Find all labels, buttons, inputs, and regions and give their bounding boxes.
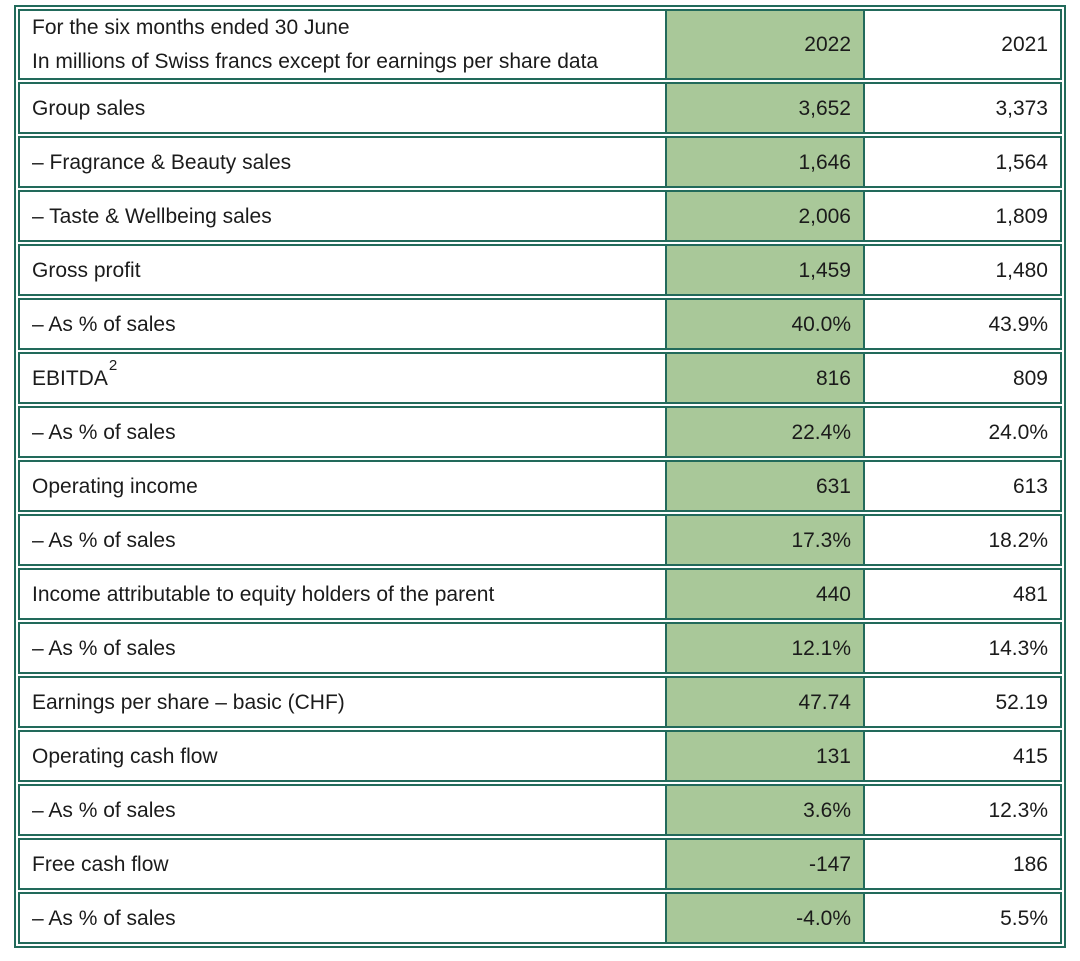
table-row: – As % of sales 17.3% 18.2% [18,514,1062,566]
value-2021: 3,373 [863,84,1060,132]
value-2021: 186 [863,840,1060,888]
column-header-2021: 2021 [863,11,1060,78]
value-2022: 22.4% [665,408,863,456]
row-label: Earnings per share – basic (CHF) [20,678,665,726]
row-label: Income attributable to equity holders of… [20,570,665,618]
row-label: – As % of sales [20,894,665,942]
table-row: – As % of sales -4.0% 5.5% [18,892,1062,944]
value-2021: 43.9% [863,300,1060,348]
value-2021: 1,809 [863,192,1060,240]
value-2021: 1,564 [863,138,1060,186]
row-label: – As % of sales [20,408,665,456]
row-label-text: – Fragrance & Beauty sales [32,150,292,174]
row-label-text: Free cash flow [32,852,169,876]
row-label-text: – As % of sales [32,312,176,336]
value-2021: 809 [863,354,1060,402]
value-2021: 52.19 [863,678,1060,726]
row-label-text: – As % of sales [32,528,176,552]
value-2022: 47.74 [665,678,863,726]
value-2021: 415 [863,732,1060,780]
row-label-text: – Taste & Wellbeing sales [32,204,272,228]
caption-period: For the six months ended 30 June [32,16,350,39]
column-header-2022: 2022 [665,11,863,78]
row-label: – As % of sales [20,516,665,564]
row-label-text: – As % of sales [32,798,176,822]
row-label: Gross profit [20,246,665,294]
value-2022: 17.3% [665,516,863,564]
value-2022: 3.6% [665,786,863,834]
table-row: Group sales 3,652 3,373 [18,82,1062,134]
row-label: – As % of sales [20,300,665,348]
footnote-marker: 2 [108,356,118,374]
value-2022: 12.1% [665,624,863,672]
table-row: Gross profit 1,459 1,480 [18,244,1062,296]
value-2022: 816 [665,354,863,402]
table-header-row: For the six months ended 30 June In mill… [18,9,1062,80]
row-label: Group sales [20,84,665,132]
table-row: – As % of sales 22.4% 24.0% [18,406,1062,458]
row-label: EBITDA2 [20,354,665,402]
row-label-text: Operating income [32,474,198,498]
value-2022: 3,652 [665,84,863,132]
row-label: – As % of sales [20,624,665,672]
row-label-text: – As % of sales [32,420,176,444]
value-2021: 18.2% [863,516,1060,564]
row-label: Operating cash flow [20,732,665,780]
row-label: – Taste & Wellbeing sales [20,192,665,240]
row-label: – Fragrance & Beauty sales [20,138,665,186]
table-row: EBITDA2 816 809 [18,352,1062,404]
value-2021: 5.5% [863,894,1060,942]
row-label: – As % of sales [20,786,665,834]
value-2021: 24.0% [863,408,1060,456]
value-2022: 131 [665,732,863,780]
table-caption-cell: For the six months ended 30 June In mill… [20,11,665,78]
value-2021: 1,480 [863,246,1060,294]
table-row: – Taste & Wellbeing sales 2,006 1,809 [18,190,1062,242]
value-2022: 1,646 [665,138,863,186]
value-2021: 481 [863,570,1060,618]
row-label-text: Group sales [32,96,146,120]
row-label-text: Income attributable to equity holders of… [32,582,495,606]
table-row: – As % of sales 12.1% 14.3% [18,622,1062,674]
value-2021: 14.3% [863,624,1060,672]
value-2021: 613 [863,462,1060,510]
table-row: Operating income 631 613 [18,460,1062,512]
table-row: – As % of sales 40.0% 43.9% [18,298,1062,350]
value-2022: 2,006 [665,192,863,240]
value-2022: 40.0% [665,300,863,348]
row-label-text: – As % of sales [32,906,176,930]
table-row: – As % of sales 3.6% 12.3% [18,784,1062,836]
table-row: Income attributable to equity holders of… [18,568,1062,620]
value-2022: -4.0% [665,894,863,942]
value-2021: 12.3% [863,786,1060,834]
table-row: – Fragrance & Beauty sales 1,646 1,564 [18,136,1062,188]
row-label-text: Operating cash flow [32,744,218,768]
caption-units: In millions of Swiss francs except for e… [32,50,599,73]
value-2022: 440 [665,570,863,618]
row-label-text: Earnings per share – basic (CHF) [32,690,345,714]
row-label-text: – As % of sales [32,636,176,660]
value-2022: -147 [665,840,863,888]
table-row: Operating cash flow 131 415 [18,730,1062,782]
value-2022: 1,459 [665,246,863,294]
financial-results-table: For the six months ended 30 June In mill… [14,5,1066,948]
table-row: Free cash flow -147 186 [18,838,1062,890]
row-label: Operating income [20,462,665,510]
row-label-text: EBITDA2 [32,356,118,390]
table-row: Earnings per share – basic (CHF) 47.74 5… [18,676,1062,728]
row-label: Free cash flow [20,840,665,888]
value-2022: 631 [665,462,863,510]
row-label-text: Gross profit [32,258,141,282]
